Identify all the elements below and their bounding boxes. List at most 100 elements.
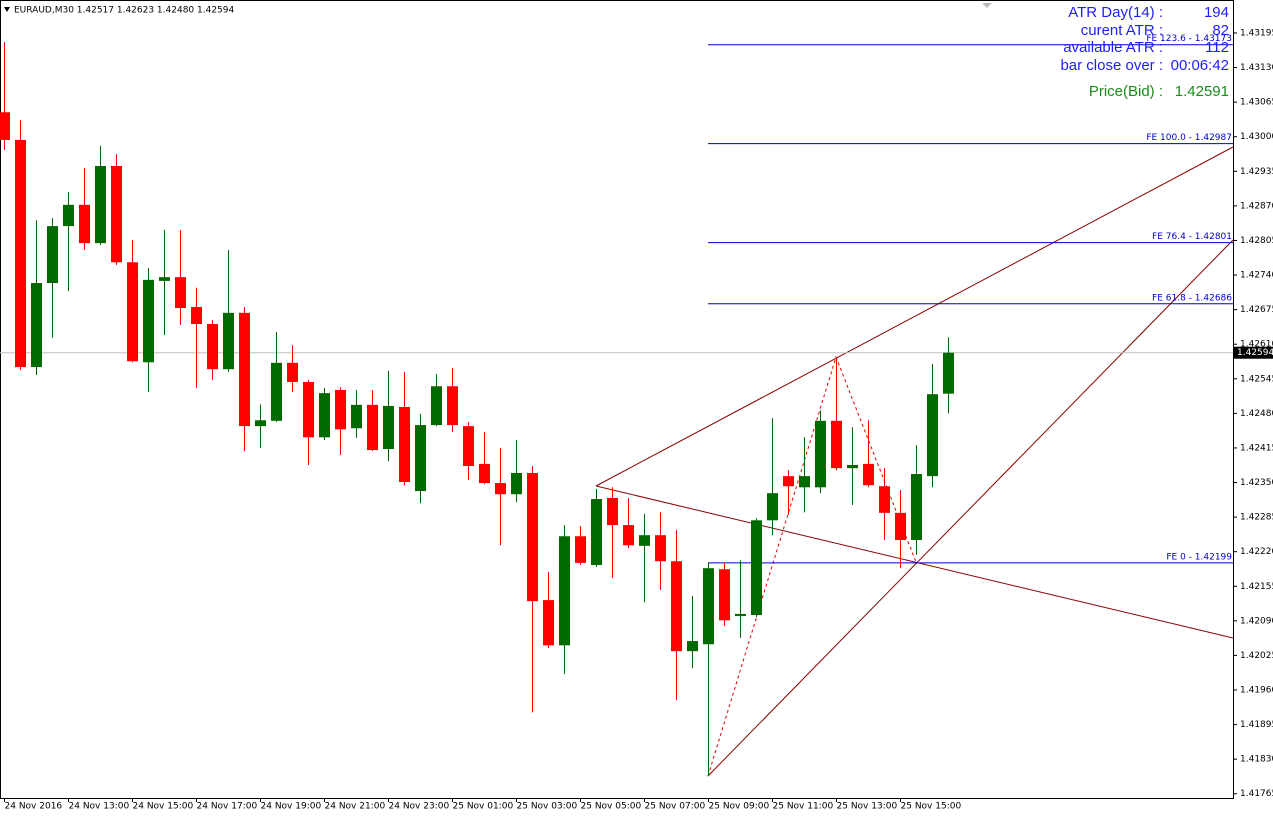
x-tick-label: 25 Nov 13:00 [837,802,898,812]
candle-body [351,404,362,429]
y-tick-label: 1.42675 [1240,305,1273,315]
candle-body [175,277,186,309]
candle-body [47,226,58,284]
candle-body [479,463,490,484]
candle-body [159,277,170,281]
y-tick-label: 1.42155 [1240,582,1273,592]
candle-body [271,362,282,421]
candle-body [335,389,346,430]
x-tick-label: 25 Nov 03:00 [517,802,578,812]
candle-body [191,306,202,324]
candle-body [607,497,618,526]
trend-drawings [595,146,1234,777]
candle-body [431,386,442,426]
candle-body [943,352,954,394]
x-tick-label: 24 Nov 17:00 [197,802,258,812]
candle-body [127,262,138,362]
channel-lower [595,485,1234,639]
candle-body [815,420,826,488]
candle-body [863,463,874,486]
info-value: 194 [1204,4,1229,21]
candle-body [383,405,394,450]
x-tick-label: 25 Nov 05:00 [581,802,642,812]
trend-line [707,239,1234,777]
candle-body [415,425,426,492]
y-tick-label: 1.42480 [1240,409,1273,419]
fe-level-label: FE 0 - 1.42199 [1166,552,1232,562]
info-label: curent ATR : [1081,22,1163,39]
candle-body [703,568,714,645]
fe-level-label: FE 76.4 - 1.42801 [1152,232,1232,242]
x-tick-label: 25 Nov 15:00 [901,802,962,812]
candle-body [255,420,266,427]
candle-body [639,535,650,546]
info-label: Price(Bid) : [1089,83,1163,100]
candle-body [303,381,314,438]
y-tick-label: 1.42220 [1240,547,1273,557]
candle-body [735,613,746,617]
candle-body [559,536,570,646]
candle-body [319,393,330,438]
y-tick-label: 1.42285 [1240,513,1273,523]
candle-body [655,535,666,562]
bid-label-box [1234,346,1273,359]
y-tick-label: 1.42740 [1240,271,1273,281]
candle-body [719,569,730,621]
x-tick-label: 25 Nov 07:00 [645,802,706,812]
plot-frame [0,0,1234,799]
y-tick-label: 1.42610 [1240,340,1273,350]
shift-marker [982,3,992,8]
candle-body [287,362,298,382]
y-tick-label: 1.42090 [1240,616,1273,626]
candle-body [0,112,10,140]
x-tick-label: 24 Nov 15:00 [133,802,194,812]
candle-body [575,536,586,563]
info-value: 00:06:42 [1171,57,1229,74]
bid-label: 1.42594 [1237,348,1273,358]
candle-body [367,404,378,451]
y-tick-label: 1.42350 [1240,478,1273,488]
candle-body [399,406,410,482]
y-tick-label: 1.42415 [1240,443,1273,453]
candle-body [31,283,42,368]
info-label: available ATR : [1063,39,1163,56]
channel-upper [595,146,1234,487]
y-tick-label: 1.43195 [1240,28,1273,38]
candle-body [239,312,250,427]
candle-body [95,165,106,244]
y-tick-label: 1.42805 [1240,236,1273,246]
candle-body [783,476,794,487]
x-tick-label: 24 Nov 23:00 [389,802,450,812]
candle-body [495,483,506,495]
x-tick-label: 25 Nov 11:00 [773,802,834,812]
candle-body [447,386,458,426]
fe-level-label: FE 61.8 - 1.42686 [1152,293,1232,303]
candle-body [767,493,778,521]
info-value: 112 [1205,39,1229,56]
candle-body [527,472,538,602]
y-tick-label: 1.42025 [1240,651,1273,661]
candle-body [223,312,234,370]
candle-body [623,525,634,546]
candle-body [207,323,218,370]
candle-body [463,426,474,467]
candle-body [847,464,858,469]
candle-body [543,600,554,646]
info-label: bar close over : [1060,57,1163,74]
y-tick-label: 1.42935 [1240,167,1273,177]
candle-body [111,165,122,263]
y-tick-label: 1.41895 [1240,720,1273,730]
y-tick-label: 1.41960 [1240,686,1273,696]
y-tick-label: 1.42545 [1240,374,1273,384]
candle-body [79,204,90,244]
info-value: 82 [1212,22,1229,39]
info-label: ATR Day(14) : [1068,4,1163,21]
y-tick-label: 1.42870 [1240,201,1273,211]
y-tick-label: 1.43000 [1240,132,1273,142]
fe-level-label: FE 100.0 - 1.42987 [1146,133,1232,143]
candle-body [911,474,922,540]
candle-body [143,279,154,363]
candle-body [799,476,810,488]
